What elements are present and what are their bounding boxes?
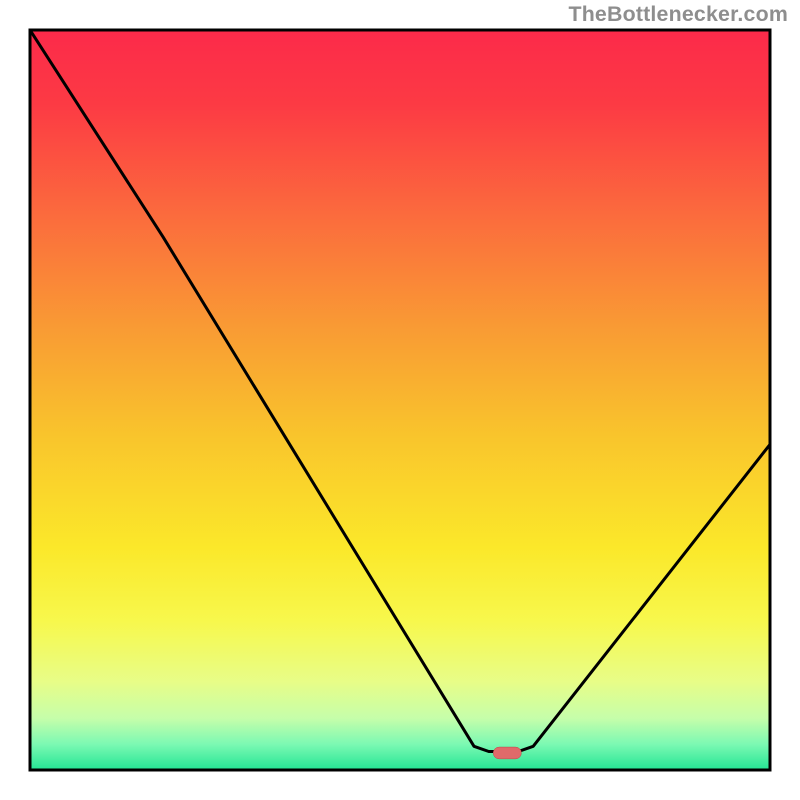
chart-frame: TheBottlenecker.com [0,0,800,800]
watermark-text: TheBottlenecker.com [568,2,788,27]
gradient-background [30,30,770,770]
chart-svg [0,0,800,800]
optimum-marker [493,747,521,759]
